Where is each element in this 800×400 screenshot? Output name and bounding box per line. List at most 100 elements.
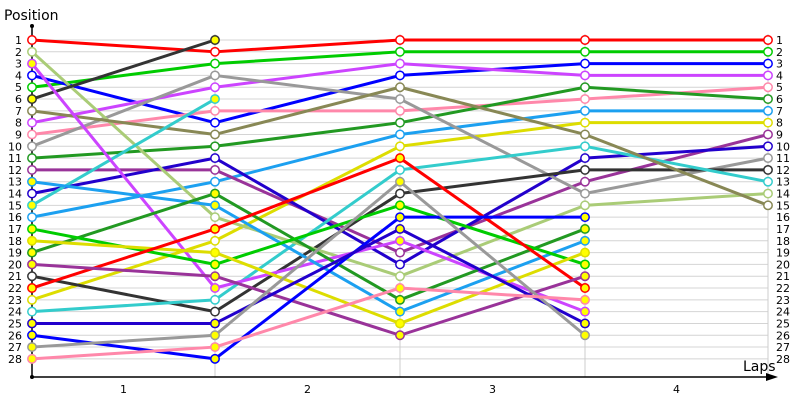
position-marker (395, 105, 405, 116)
position-marker (27, 235, 37, 246)
position-marker (580, 129, 590, 140)
series-markers (27, 35, 773, 364)
position-marker (27, 117, 37, 128)
position-marker (210, 94, 220, 105)
y-tick-label-right: 9 (776, 128, 783, 141)
y-tick-label: 12 (8, 164, 22, 177)
y-tick-label: 3 (15, 58, 22, 71)
position-marker (210, 224, 220, 234)
position-marker (763, 58, 773, 69)
position-marker (395, 235, 405, 246)
position-marker (395, 82, 405, 93)
position-marker (27, 105, 37, 116)
position-marker (763, 164, 773, 175)
position-marker (27, 306, 37, 317)
position-marker (763, 176, 773, 187)
position-marker (580, 105, 590, 116)
series-line (32, 227, 586, 325)
y-tick-label-right: 21 (776, 270, 790, 283)
position-marker (395, 283, 405, 293)
position-marker (763, 35, 773, 45)
y-tick-label-right: 10 (776, 140, 790, 153)
y-tick-label: 14 (8, 188, 22, 201)
position-marker (580, 259, 590, 270)
y-tick-label: 21 (8, 270, 22, 283)
position-marker (210, 70, 220, 81)
y-tick-label-right: 17 (776, 223, 790, 236)
position-marker (210, 259, 220, 270)
series-line (31, 215, 585, 361)
series-line (31, 156, 586, 290)
y-tick-label-right: 19 (776, 247, 790, 260)
position-marker (210, 271, 220, 282)
position-marker (27, 200, 37, 211)
position-marker (395, 271, 405, 282)
y-axis-title: Position (4, 8, 59, 24)
y-tick-label-right: 8 (776, 117, 783, 130)
position-marker (27, 176, 37, 187)
position-marker (763, 94, 773, 105)
y-axis-endpoint (30, 24, 34, 28)
y-tick-label-right: 24 (776, 306, 790, 319)
position-marker (395, 306, 405, 317)
position-marker (210, 342, 220, 353)
position-marker (27, 141, 37, 152)
y-tick-label-right: 11 (776, 152, 790, 165)
y-tick-label-right: 15 (776, 199, 790, 212)
position-marker (763, 117, 773, 128)
position-marker (210, 318, 220, 329)
position-marker (763, 129, 773, 140)
position-marker (210, 247, 220, 258)
y-tick-label: 15 (8, 199, 22, 212)
position-marker (395, 224, 405, 234)
position-marker (580, 306, 590, 317)
position-marker (210, 141, 220, 152)
y-tick-label-right: 27 (776, 341, 790, 354)
position-marker (27, 318, 37, 329)
series-line (31, 180, 586, 349)
position-marker (763, 46, 773, 57)
y-tick-label: 2 (15, 46, 22, 59)
position-marker (210, 153, 220, 164)
y-tick-label: 8 (15, 117, 22, 130)
position-marker (210, 235, 220, 246)
series-line (31, 38, 216, 101)
position-marker (27, 259, 37, 270)
y-tick-label-right: 7 (776, 105, 783, 118)
y-tick-label: 24 (8, 306, 22, 319)
position-marker (395, 35, 405, 45)
position-marker (763, 141, 773, 152)
position-marker (395, 247, 405, 258)
position-marker (580, 212, 590, 223)
series-line (31, 262, 586, 337)
position-marker (27, 294, 37, 305)
y-tick-label-right: 1 (776, 34, 783, 47)
position-marker (210, 176, 220, 187)
position-marker (763, 105, 773, 116)
x-tick-labels: 1 2 3 4 (120, 383, 680, 396)
position-marker (580, 283, 590, 293)
y-tick-label-right: 26 (776, 329, 790, 342)
y-tick-label: 20 (8, 258, 22, 271)
y-tick-label-right: 22 (776, 282, 790, 295)
y-tick-label: 7 (15, 105, 22, 118)
position-marker (580, 176, 590, 187)
y-tick-label: 6 (15, 93, 22, 106)
y-tick-label: 18 (8, 235, 22, 248)
position-marker (27, 342, 37, 353)
position-marker (27, 46, 37, 57)
position-marker (27, 82, 37, 93)
y-tick-label-right: 18 (776, 235, 790, 248)
y-tick-labels-right: 1234567891011121314151617181920212223242… (776, 34, 790, 366)
position-marker (580, 271, 590, 282)
position-marker (210, 117, 220, 128)
position-marker (27, 271, 37, 282)
position-marker (27, 247, 37, 258)
position-marker (580, 70, 590, 81)
y-tick-label: 9 (15, 128, 22, 141)
position-marker (580, 141, 590, 152)
position-marker (27, 94, 37, 105)
position-marker (580, 318, 590, 329)
y-tick-label: 13 (8, 176, 22, 189)
position-marker (580, 330, 590, 341)
